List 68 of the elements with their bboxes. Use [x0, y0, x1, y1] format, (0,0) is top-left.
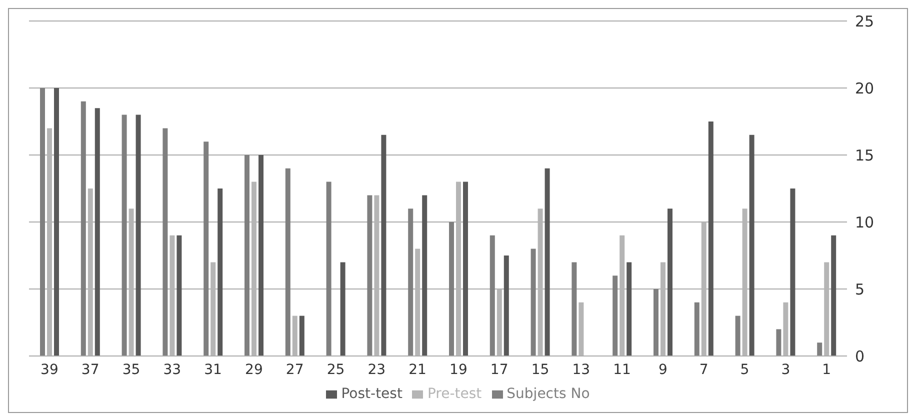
x-tick-label: 19	[450, 362, 468, 378]
legend-label: Pre-test	[427, 386, 482, 402]
bar	[449, 222, 454, 356]
x-tick-label: 5	[740, 362, 750, 378]
bar	[490, 235, 495, 356]
bar	[258, 155, 264, 356]
bar	[80, 101, 86, 356]
bar	[162, 128, 168, 356]
bar	[504, 256, 509, 356]
x-tick-label: 17	[490, 362, 508, 378]
bar	[735, 316, 740, 356]
x-tick-label: 3	[781, 362, 790, 378]
x-tick-label: 23	[368, 362, 386, 378]
bar	[299, 316, 304, 356]
x-tick-label: 15	[531, 362, 550, 378]
x-tick-label: 27	[286, 362, 304, 378]
bar	[790, 188, 796, 356]
bar	[136, 114, 141, 356]
x-tick-label: 29	[245, 362, 263, 378]
bar	[122, 114, 127, 356]
y-tick-label: 25	[855, 12, 874, 30]
x-tick-label: 31	[204, 362, 222, 378]
bar	[572, 262, 577, 356]
bar	[285, 168, 290, 356]
bar	[94, 108, 100, 356]
bar	[340, 262, 346, 356]
y-tick-label: 10	[855, 213, 874, 232]
x-tick-label: 9	[658, 362, 668, 378]
x-tick-label: 37	[81, 362, 100, 378]
bar	[612, 276, 618, 356]
bar	[708, 122, 714, 356]
y-tick-label: 0	[855, 347, 865, 366]
bar	[817, 342, 822, 356]
x-tick-label: 21	[408, 362, 426, 378]
legend-label: Post-test	[341, 386, 402, 402]
bar	[463, 182, 468, 356]
bar	[831, 235, 836, 356]
x-tick-label: 35	[122, 362, 140, 378]
bar	[749, 134, 754, 356]
bar	[367, 195, 372, 356]
legend-label: Subjects No	[506, 386, 590, 402]
bar	[408, 208, 414, 356]
y-tick-label: 5	[855, 280, 865, 298]
bar	[204, 142, 209, 356]
bar	[381, 134, 386, 356]
bar	[626, 262, 632, 356]
bar	[40, 88, 45, 356]
bar	[422, 195, 428, 356]
y-tick-label: 15	[855, 146, 874, 164]
bar	[176, 235, 182, 356]
x-tick-label: 11	[613, 362, 631, 378]
bar	[218, 188, 223, 356]
x-tick-label: 39	[40, 362, 58, 378]
y-tick-label: 20	[855, 79, 874, 98]
bar	[668, 208, 672, 356]
bar	[694, 302, 700, 356]
bar	[654, 289, 658, 356]
bar	[244, 155, 250, 356]
x-tick-label: 13	[572, 362, 590, 378]
bar	[530, 248, 536, 356]
x-tick-label: 1	[822, 362, 832, 378]
x-tick-label: 33	[163, 362, 182, 378]
x-tick-label: 7	[699, 362, 708, 378]
bar	[326, 182, 332, 356]
bar	[776, 329, 782, 356]
bar	[544, 168, 550, 356]
bar	[54, 88, 59, 356]
x-tick-label: 25	[326, 362, 345, 378]
